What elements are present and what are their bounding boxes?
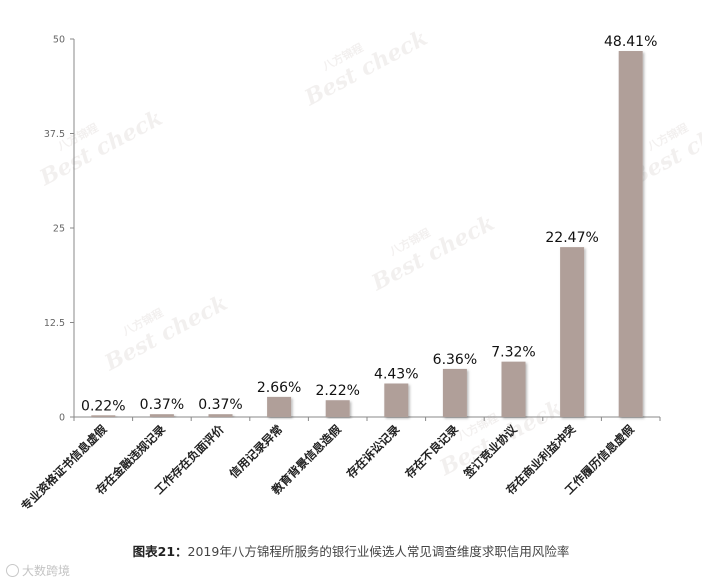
logo-icon (6, 564, 19, 577)
bar (501, 361, 526, 417)
category-label: 存在不良记录 (402, 422, 461, 481)
y-tick-label: 50 (53, 35, 65, 46)
bar (325, 400, 350, 417)
category-label: 信用记录异常 (227, 422, 286, 481)
logo-text: 大数跨境 (22, 564, 71, 578)
bar (208, 414, 233, 417)
bar (618, 51, 643, 418)
y-tick-label: 37.5 (44, 129, 65, 140)
caption-text: 2019年八方锦程所服务的银行业候选人常见调查维度求职信用风险率 (187, 544, 570, 559)
category-label: 专业资格证书信息虚假 (18, 422, 110, 514)
data-label: 0.37% (198, 397, 242, 413)
data-label: 22.47% (545, 230, 598, 246)
data-label: 48.41% (604, 34, 657, 50)
category-label: 签订竞业协议 (460, 422, 520, 482)
logo: 大数跨境 (6, 562, 70, 579)
bar (91, 415, 116, 417)
bar (149, 414, 174, 417)
data-labels: 0.22% 0.37% 0.37% 2.66% 2.22% 4.43% 6.36% 7.32%… (81, 34, 657, 414)
data-label: 6.36% (433, 352, 477, 368)
category-label: 存在诉讼记录 (344, 422, 403, 481)
data-label: 7.32% (491, 345, 535, 361)
data-label: 0.37% (140, 397, 184, 413)
bars (91, 51, 643, 418)
y-tick-label: 25 (53, 224, 65, 235)
bar (384, 383, 409, 417)
data-label: 4.43% (374, 367, 418, 383)
bar (267, 396, 292, 417)
y-tick-label: 12.5 (44, 318, 65, 329)
y-tick-label: 0 (59, 413, 65, 424)
data-label: 2.66% (257, 380, 301, 396)
bar (442, 368, 467, 417)
data-label: 0.22% (81, 398, 125, 414)
bar-chart: 0 12.5 25 37.5 50 0.22% 0.37% 0.37% 2.66% 2.22% 4… (18, 34, 661, 514)
caption-figure-label: 图表21： (132, 544, 188, 559)
bar (560, 247, 585, 417)
figure-caption: 图表21：2019年八方锦程所服务的银行业候选人常见调查维度求职信用风险率 (0, 541, 702, 560)
data-label: 2.22% (315, 383, 359, 399)
